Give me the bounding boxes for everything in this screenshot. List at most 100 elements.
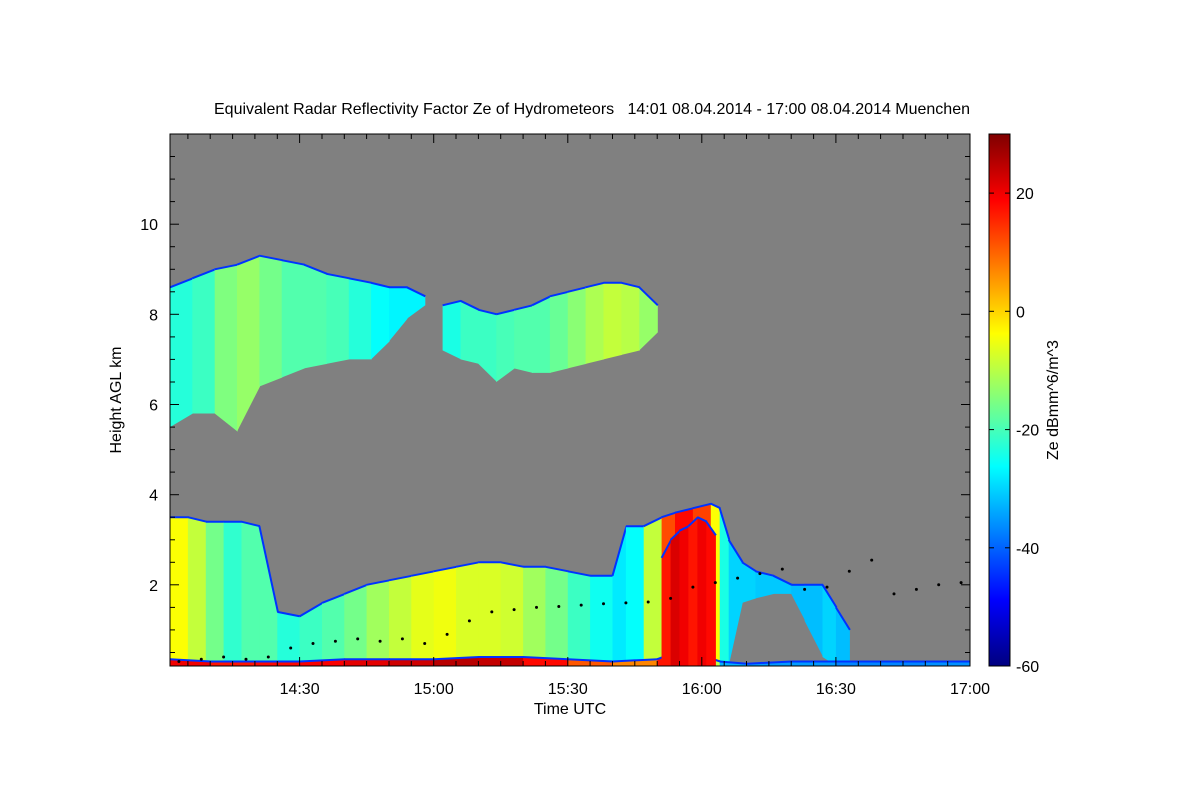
echo-cell — [773, 575, 792, 594]
echo-cell — [621, 282, 640, 355]
x-tick-label: 17:00 — [950, 681, 990, 698]
echo-edge — [187, 516, 207, 523]
echo-edge — [718, 507, 731, 541]
echo-edge — [388, 574, 413, 582]
echo-edge — [669, 529, 681, 541]
colorbar-tick-label: -20 — [1016, 423, 1039, 440]
cloud-base-marker — [847, 569, 851, 573]
echo-cell — [433, 566, 457, 666]
echo-cell — [442, 300, 462, 360]
echo-cell — [259, 255, 283, 387]
cloud-base-marker — [266, 655, 270, 659]
cloud-base-marker — [378, 639, 382, 643]
x-tick-label: 14:30 — [280, 681, 320, 698]
echo-cell — [371, 282, 390, 360]
echo-edge — [835, 606, 851, 631]
cloud-base-marker — [669, 596, 673, 600]
echo-edge — [611, 525, 628, 577]
echo-edge — [821, 584, 838, 608]
echo-cell — [728, 539, 743, 666]
cloud-base-marker — [602, 602, 605, 606]
echo-cell — [549, 291, 569, 373]
plot-area — [169, 133, 971, 667]
echo-edge — [696, 516, 708, 523]
echo-cell — [389, 287, 408, 342]
echo-region — [170, 254, 426, 432]
echo-cell — [585, 282, 605, 364]
echo-cell — [603, 282, 622, 360]
y-tick-label: 2 — [149, 578, 158, 595]
echo-edge — [442, 299, 462, 307]
echo-cell — [192, 269, 216, 414]
echo-edge — [710, 502, 721, 510]
echo-edge — [531, 295, 551, 307]
echo-edge — [170, 658, 211, 663]
echo-edge — [660, 539, 673, 559]
echo-edge — [370, 281, 390, 289]
cloud-base-marker — [199, 657, 203, 661]
echo-edge — [259, 254, 283, 262]
echo-region — [442, 281, 659, 382]
echo-cell — [478, 562, 502, 666]
echo-cell — [241, 521, 260, 666]
colorbar-axis: -60 -40 -20 0 20 — [989, 186, 1039, 676]
echo-edge — [567, 658, 614, 663]
echo-cell — [804, 584, 824, 657]
x-tick-label: 16:30 — [816, 681, 856, 698]
echo-edge — [236, 254, 261, 266]
echo-edge — [621, 281, 641, 289]
echo-cell — [366, 580, 390, 666]
echo-cell — [643, 517, 663, 666]
y-tick-label: 8 — [149, 307, 158, 324]
echo-edge — [455, 561, 480, 568]
cloud-base-marker — [825, 585, 829, 589]
cloud-base-marker — [512, 608, 516, 612]
echo-cell — [791, 584, 806, 621]
echo-edge — [299, 602, 324, 618]
cloud-base-marker — [914, 587, 918, 591]
echo-edge — [638, 286, 659, 307]
cloud-base-marker — [400, 637, 404, 641]
echo-edge — [496, 308, 515, 316]
echo-edge — [687, 516, 699, 527]
echo-cell — [835, 607, 850, 666]
colorbar: -60 -40 -20 0 20 Ze dBmm^6/m^3 — [988, 133, 1062, 676]
echo-edge — [343, 583, 368, 595]
echo-edge — [500, 561, 524, 568]
echo-edge — [433, 656, 480, 661]
echo-cell — [214, 264, 238, 432]
cloud-base-marker — [579, 603, 583, 607]
echo-edge — [741, 561, 757, 573]
echo-edge — [567, 286, 587, 293]
echo-edge — [692, 502, 712, 510]
echo-edge — [214, 263, 238, 271]
colorbar-tick-label: -60 — [1016, 659, 1039, 676]
echo-edge — [281, 259, 305, 266]
echo-cell — [719, 508, 730, 666]
echo-cell — [679, 526, 689, 666]
echo-cell — [514, 305, 533, 373]
colorbar-tick-label: 0 — [1016, 304, 1025, 321]
x-tick-label: 15:00 — [414, 681, 454, 698]
echo-edge — [321, 592, 346, 604]
x-axis: 14:30 15:00 15:30 16:00 16:30 17:00 — [187, 134, 990, 698]
echo-cell — [590, 575, 614, 666]
echo-cell — [567, 287, 587, 369]
cloud-base-marker — [445, 632, 449, 636]
echo-edge — [460, 299, 480, 311]
echo-cell — [237, 255, 260, 432]
echo-cell — [545, 566, 569, 666]
echo-cell — [688, 517, 698, 666]
colorbar-label: Ze dBmm^6/m^3 — [1045, 340, 1062, 460]
echo-cell — [326, 273, 350, 364]
echo-cell — [348, 278, 372, 360]
colorbar-tick-label: -40 — [1016, 541, 1039, 558]
echo-cell — [281, 260, 305, 378]
echo-cell — [299, 602, 323, 666]
y-tick-label: 10 — [140, 217, 158, 234]
echo-cell — [187, 517, 207, 666]
echo-edge — [567, 570, 591, 577]
cloud-base-marker — [244, 657, 248, 661]
echo-cell — [755, 571, 774, 599]
